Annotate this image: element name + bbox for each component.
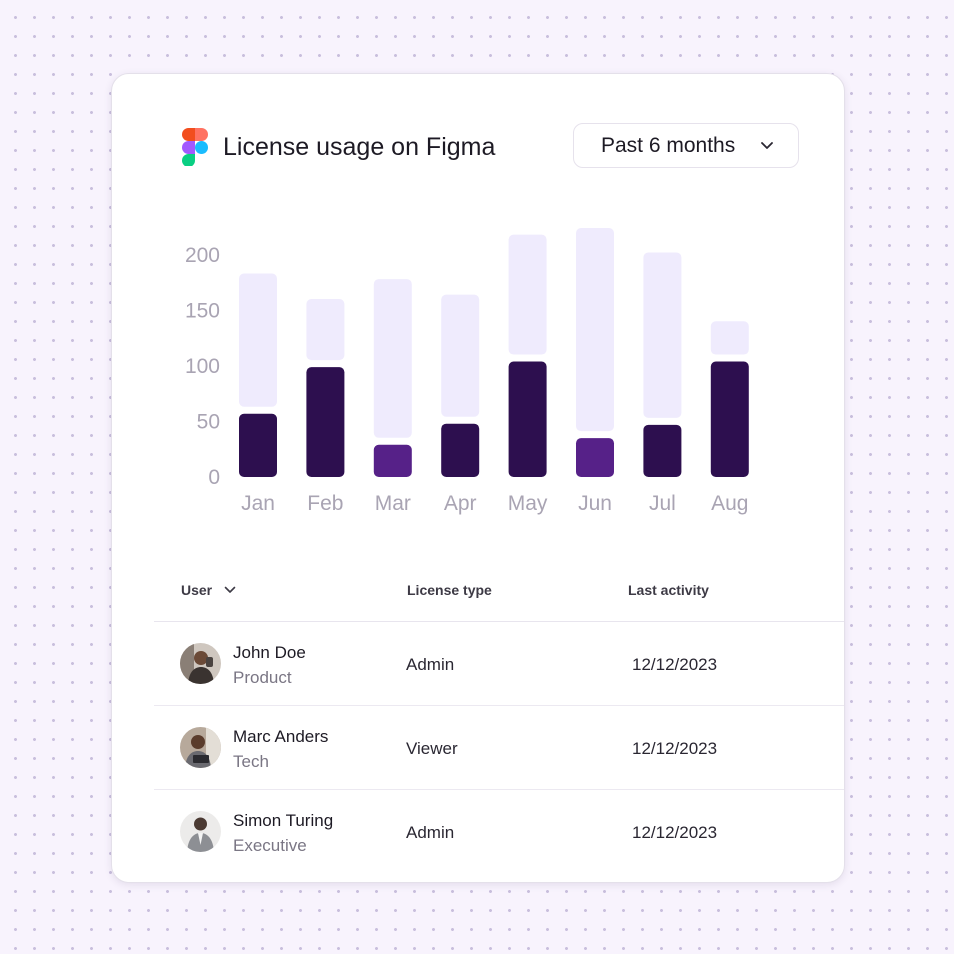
column-header-license-type[interactable]: License type	[407, 582, 492, 598]
bar-may-used	[508, 361, 547, 477]
bar-feb-available	[306, 299, 345, 361]
x-tick-label: Aug	[711, 492, 748, 515]
table-row[interactable]: Marc Anders Tech Viewer 12/12/2023	[154, 706, 844, 790]
last-activity: 12/12/2023	[632, 739, 718, 758]
avatar-photo-icon	[180, 727, 221, 768]
license-type: Admin	[406, 823, 455, 842]
avatar	[180, 727, 221, 768]
bar-aug-used	[710, 361, 749, 477]
user-name: Marc Anders	[233, 727, 329, 746]
bar-jun-used	[576, 438, 614, 477]
chevron-down-icon	[224, 586, 236, 593]
figma-logo-icon	[182, 128, 208, 166]
time-range-value: Past 6 months	[601, 133, 736, 157]
bar-apr-available	[441, 294, 480, 417]
avatar-photo-icon	[180, 811, 221, 852]
x-tick-label: Feb	[307, 492, 343, 515]
user-name: Simon Turing	[233, 811, 334, 830]
chevron-down-icon	[761, 142, 773, 149]
y-tick-label: 200	[185, 244, 220, 267]
license-type: Admin	[406, 655, 455, 674]
y-tick-label: 0	[208, 466, 220, 489]
y-tick-label: 50	[197, 411, 220, 434]
user-department: Executive	[233, 836, 307, 855]
bar-may-available	[508, 234, 547, 355]
license-type: Viewer	[406, 739, 458, 758]
bar-jul-available	[643, 252, 682, 418]
y-tick-label: 150	[185, 300, 220, 323]
bar-jan-available	[239, 273, 277, 407]
x-tick-label: Jun	[578, 492, 612, 515]
last-activity: 12/12/2023	[632, 655, 718, 674]
bar-mar-available	[373, 279, 412, 438]
table-row[interactable]: John Doe Product Admin 12/12/2023	[154, 622, 844, 706]
table-row[interactable]: Simon Turing Executive Admin 12/12/2023	[154, 790, 844, 873]
bar-aug-available	[710, 321, 749, 355]
bar-feb-used	[306, 367, 345, 477]
card-header: License usage on Figma Past 6 months	[112, 74, 844, 224]
y-tick-label: 100	[185, 355, 220, 378]
last-activity: 12/12/2023	[632, 823, 718, 842]
x-tick-label: Mar	[375, 492, 411, 515]
avatar-photo-icon	[180, 643, 221, 684]
column-header-last-activity[interactable]: Last activity	[628, 582, 709, 598]
license-usage-card: License usage on Figma Past 6 months 0 50…	[111, 73, 845, 883]
user-department: Tech	[233, 752, 269, 771]
x-tick-label: May	[508, 492, 548, 515]
bar-jul-used	[643, 424, 682, 477]
x-tick-label: Jan	[241, 492, 275, 515]
user-name: John Doe	[233, 643, 306, 662]
bar-mar-used	[373, 444, 412, 477]
x-tick-label: Jul	[649, 492, 676, 515]
bar-jun-available	[576, 228, 614, 432]
bar-apr-used	[441, 423, 480, 477]
table-header: User License type Last activity	[154, 544, 844, 622]
time-range-select[interactable]: Past 6 months	[573, 123, 799, 168]
bar-jan-used	[239, 413, 277, 477]
column-header-user-label: User	[181, 582, 213, 598]
chart-canvas: 0 50 100 150 200 Jan Feb Mar Apr May Jun Jul Aug	[185, 228, 749, 515]
avatar	[180, 643, 221, 684]
license-usage-chart: 0 50 100 150 200 Jan Feb Mar Apr May Jun Jul Aug	[112, 204, 844, 534]
x-tick-label: Apr	[444, 492, 477, 515]
users-table: User License type Last activity John Doe…	[154, 544, 844, 873]
page-title: License usage on Figma	[223, 133, 496, 161]
column-header-user[interactable]: User	[181, 582, 236, 598]
avatar	[180, 811, 221, 852]
user-department: Product	[233, 668, 292, 687]
